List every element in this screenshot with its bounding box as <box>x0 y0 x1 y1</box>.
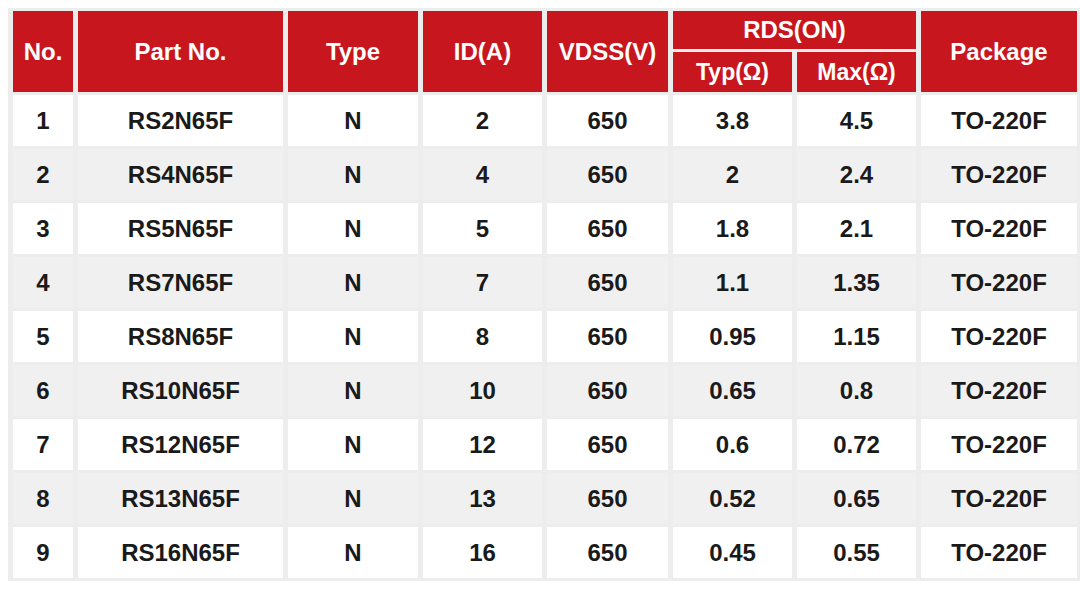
cell-part-no: RS12N65F <box>78 419 283 470</box>
cell-rdson-max: 1.15 <box>797 311 916 362</box>
cell-no: 3 <box>13 203 73 254</box>
cell-part-no: RS5N65F <box>78 203 283 254</box>
cell-rdson-max: 2.4 <box>797 149 916 200</box>
cell-no: 8 <box>13 473 73 524</box>
cell-part-no: RS7N65F <box>78 257 283 308</box>
table-row: 8 RS13N65F N 13 650 0.52 0.65 TO-220F <box>13 473 1077 524</box>
cell-vdss: 650 <box>547 95 668 146</box>
cell-id: 13 <box>423 473 542 524</box>
cell-id: 4 <box>423 149 542 200</box>
cell-rdson-max: 2.1 <box>797 203 916 254</box>
cell-no: 6 <box>13 365 73 416</box>
table-header: No. Part No. Type ID(A) VDSS(V) RDS(ON) … <box>13 11 1077 92</box>
table-row: 1 RS2N65F N 2 650 3.8 4.5 TO-220F <box>13 95 1077 146</box>
cell-package: TO-220F <box>921 203 1077 254</box>
cell-type: N <box>288 203 418 254</box>
header-type: Type <box>288 11 418 92</box>
cell-rdson-typ: 0.6 <box>673 419 792 470</box>
cell-rdson-max: 1.35 <box>797 257 916 308</box>
cell-part-no: RS16N65F <box>78 527 283 578</box>
table-row: 6 RS10N65F N 10 650 0.65 0.8 TO-220F <box>13 365 1077 416</box>
cell-vdss: 650 <box>547 419 668 470</box>
cell-no: 4 <box>13 257 73 308</box>
table-row: 7 RS12N65F N 12 650 0.6 0.72 TO-220F <box>13 419 1077 470</box>
header-vdss: VDSS(V) <box>547 11 668 92</box>
cell-rdson-typ: 3.8 <box>673 95 792 146</box>
table-row: 5 RS8N65F N 8 650 0.95 1.15 TO-220F <box>13 311 1077 362</box>
cell-rdson-typ: 1.8 <box>673 203 792 254</box>
header-row-main: No. Part No. Type ID(A) VDSS(V) RDS(ON) … <box>13 11 1077 49</box>
cell-part-no: RS10N65F <box>78 365 283 416</box>
cell-id: 10 <box>423 365 542 416</box>
cell-rdson-max: 0.8 <box>797 365 916 416</box>
cell-rdson-max: 0.65 <box>797 473 916 524</box>
cell-rdson-max: 0.72 <box>797 419 916 470</box>
cell-rdson-typ: 0.65 <box>673 365 792 416</box>
cell-type: N <box>288 95 418 146</box>
cell-part-no: RS2N65F <box>78 95 283 146</box>
cell-package: TO-220F <box>921 473 1077 524</box>
cell-id: 12 <box>423 419 542 470</box>
cell-id: 16 <box>423 527 542 578</box>
header-rdson-max: Max(Ω) <box>797 52 916 92</box>
cell-type: N <box>288 149 418 200</box>
table-row: 2 RS4N65F N 4 650 2 2.4 TO-220F <box>13 149 1077 200</box>
cell-type: N <box>288 311 418 362</box>
cell-type: N <box>288 419 418 470</box>
cell-vdss: 650 <box>547 257 668 308</box>
cell-package: TO-220F <box>921 527 1077 578</box>
cell-vdss: 650 <box>547 527 668 578</box>
cell-no: 7 <box>13 419 73 470</box>
cell-rdson-max: 4.5 <box>797 95 916 146</box>
table-row: 9 RS16N65F N 16 650 0.45 0.55 TO-220F <box>13 527 1077 578</box>
cell-no: 9 <box>13 527 73 578</box>
cell-vdss: 650 <box>547 473 668 524</box>
header-rdson-typ: Typ(Ω) <box>673 52 792 92</box>
cell-vdss: 650 <box>547 311 668 362</box>
cell-type: N <box>288 473 418 524</box>
cell-rdson-max: 0.55 <box>797 527 916 578</box>
cell-rdson-typ: 0.95 <box>673 311 792 362</box>
table-row: 3 RS5N65F N 5 650 1.8 2.1 TO-220F <box>13 203 1077 254</box>
cell-type: N <box>288 365 418 416</box>
cell-no: 2 <box>13 149 73 200</box>
cell-id: 7 <box>423 257 542 308</box>
cell-vdss: 650 <box>547 203 668 254</box>
header-no: No. <box>13 11 73 92</box>
cell-part-no: RS4N65F <box>78 149 283 200</box>
cell-vdss: 650 <box>547 149 668 200</box>
mosfet-product-table: No. Part No. Type ID(A) VDSS(V) RDS(ON) … <box>8 8 1080 581</box>
page: No. Part No. Type ID(A) VDSS(V) RDS(ON) … <box>0 0 1080 598</box>
cell-rdson-typ: 0.45 <box>673 527 792 578</box>
cell-vdss: 650 <box>547 365 668 416</box>
header-part-no: Part No. <box>78 11 283 92</box>
cell-id: 8 <box>423 311 542 362</box>
cell-package: TO-220F <box>921 95 1077 146</box>
cell-package: TO-220F <box>921 365 1077 416</box>
cell-package: TO-220F <box>921 419 1077 470</box>
cell-part-no: RS13N65F <box>78 473 283 524</box>
cell-type: N <box>288 527 418 578</box>
cell-rdson-typ: 1.1 <box>673 257 792 308</box>
cell-part-no: RS8N65F <box>78 311 283 362</box>
cell-no: 5 <box>13 311 73 362</box>
header-rdson: RDS(ON) <box>673 11 916 49</box>
cell-no: 1 <box>13 95 73 146</box>
cell-rdson-typ: 0.52 <box>673 473 792 524</box>
cell-package: TO-220F <box>921 149 1077 200</box>
cell-id: 5 <box>423 203 542 254</box>
cell-package: TO-220F <box>921 311 1077 362</box>
cell-id: 2 <box>423 95 542 146</box>
header-package: Package <box>921 11 1077 92</box>
table-body: 1 RS2N65F N 2 650 3.8 4.5 TO-220F 2 RS4N… <box>13 95 1077 578</box>
table-row: 4 RS7N65F N 7 650 1.1 1.35 TO-220F <box>13 257 1077 308</box>
cell-rdson-typ: 2 <box>673 149 792 200</box>
cell-package: TO-220F <box>921 257 1077 308</box>
cell-type: N <box>288 257 418 308</box>
header-id: ID(A) <box>423 11 542 92</box>
